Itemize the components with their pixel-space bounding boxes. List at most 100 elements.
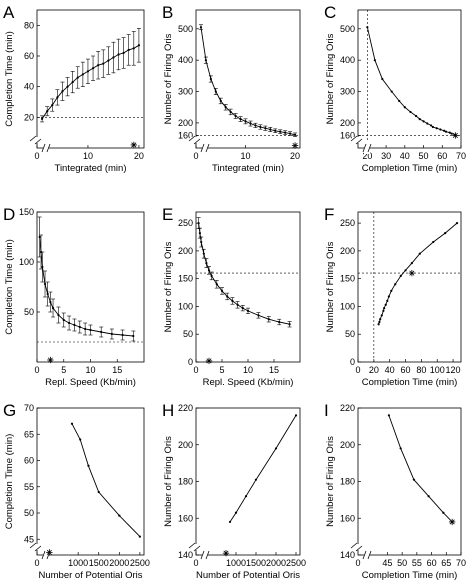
data-point	[274, 447, 278, 450]
data-point	[70, 422, 74, 425]
panel-h: H 0 1000 1500 2000 2500 140 160 180 200 220 Number …	[162, 401, 306, 581]
y-tick-label: 200	[340, 440, 355, 450]
y-tick-label: 400	[340, 55, 355, 65]
data-point	[244, 495, 248, 498]
axis-break-mark	[200, 550, 205, 560]
data-point	[427, 495, 430, 498]
data-point	[414, 114, 418, 118]
data-point	[207, 269, 211, 272]
panel-letter: H	[162, 401, 174, 420]
x-tick-label: 0	[193, 558, 198, 568]
y-tick-label: 160	[178, 130, 193, 140]
data-point	[241, 307, 244, 310]
series-line	[71, 423, 141, 537]
y-axis-label: Completion Time (min)	[4, 434, 15, 530]
data-point	[386, 299, 389, 302]
data-point	[122, 51, 125, 55]
x-tick-label: 10	[243, 365, 253, 375]
series-line	[229, 415, 297, 523]
data-point	[404, 269, 407, 272]
data-point	[89, 328, 92, 332]
data-point	[210, 274, 213, 277]
data-point	[229, 110, 232, 114]
data-point	[422, 120, 425, 123]
y-axis-label: Completion Time (min)	[4, 239, 15, 335]
data-point	[61, 90, 64, 93]
data-point	[62, 318, 65, 322]
data-point	[387, 295, 390, 298]
star-marker-stroke	[409, 270, 415, 276]
data-point	[294, 414, 298, 417]
x-tick-label: 50	[397, 558, 407, 568]
data-point	[38, 235, 41, 239]
data-point	[439, 128, 442, 131]
data-point	[76, 76, 79, 79]
star-marker	[408, 269, 416, 277]
star-marker	[452, 132, 459, 139]
axis-break-gap	[31, 544, 43, 550]
data-point	[71, 80, 74, 84]
x-axis-label: Repl. Speed (Kb/min)	[45, 377, 136, 388]
x-tick-label: 5	[219, 365, 224, 375]
x-tick-label: 70	[456, 151, 466, 161]
x-tick-label: 55	[412, 558, 422, 568]
data-point	[46, 110, 49, 113]
x-axis-label: Tintegrated (min)	[212, 163, 284, 174]
x-tick-label: 1000	[226, 558, 246, 568]
data-point	[84, 327, 87, 331]
data-point	[379, 318, 382, 321]
data-point	[220, 289, 224, 292]
y-tick-label: 45	[24, 534, 34, 544]
y-tick-label: 20	[24, 112, 34, 122]
data-point	[284, 131, 287, 134]
data-point	[399, 274, 402, 277]
x-tick-label: 15	[112, 365, 122, 375]
axis-break-gap	[202, 549, 208, 561]
data-point	[132, 334, 135, 338]
y-tick-label: 65	[24, 429, 34, 439]
data-point	[382, 309, 385, 312]
data-point	[49, 300, 52, 304]
data-point	[399, 447, 402, 450]
axis-break-gap	[352, 544, 364, 550]
data-point	[381, 77, 384, 81]
data-point	[78, 325, 81, 329]
y-tick-label: 150	[178, 274, 193, 284]
data-point	[412, 478, 416, 481]
data-point	[224, 106, 227, 109]
x-axis-label: Tintegrated (min)	[55, 163, 127, 174]
x-tick-label: 10	[83, 151, 93, 161]
y-tick-label: 60	[24, 51, 34, 61]
data-point	[202, 252, 205, 255]
data-point	[138, 535, 141, 538]
data-point	[409, 110, 412, 114]
star-marker	[222, 549, 230, 557]
x-tick-label: 0	[34, 365, 39, 375]
data-point	[380, 314, 383, 317]
x-tick-label: 80	[416, 365, 426, 375]
data-point	[244, 120, 247, 123]
x-tick-label: 60	[437, 151, 447, 161]
axis-break-gap	[364, 549, 370, 561]
series-line	[378, 222, 458, 325]
data-point	[39, 250, 43, 254]
x-axis-label: Number of Potential Oris	[196, 570, 300, 581]
data-point	[410, 262, 413, 265]
data-point	[205, 262, 208, 265]
data-point	[199, 26, 203, 29]
data-point	[204, 59, 208, 62]
star-marker-stroke	[223, 550, 229, 556]
plot-frame	[357, 407, 462, 556]
plot-frame	[195, 9, 301, 149]
x-axis-label: Repl. Speed (Kb/min)	[203, 377, 294, 388]
axis-break-mark	[46, 143, 51, 153]
panel-letter: F	[324, 205, 334, 224]
y-tick-label: 200	[340, 246, 355, 256]
axis-break-mark	[205, 550, 210, 560]
panel-letter: I	[324, 401, 329, 420]
panel-a: A 0 10 20 20 40 60 80 Tintegrated (min) Completio…	[3, 3, 145, 174]
data-point	[450, 132, 453, 135]
x-tick-label: 15	[269, 365, 279, 375]
